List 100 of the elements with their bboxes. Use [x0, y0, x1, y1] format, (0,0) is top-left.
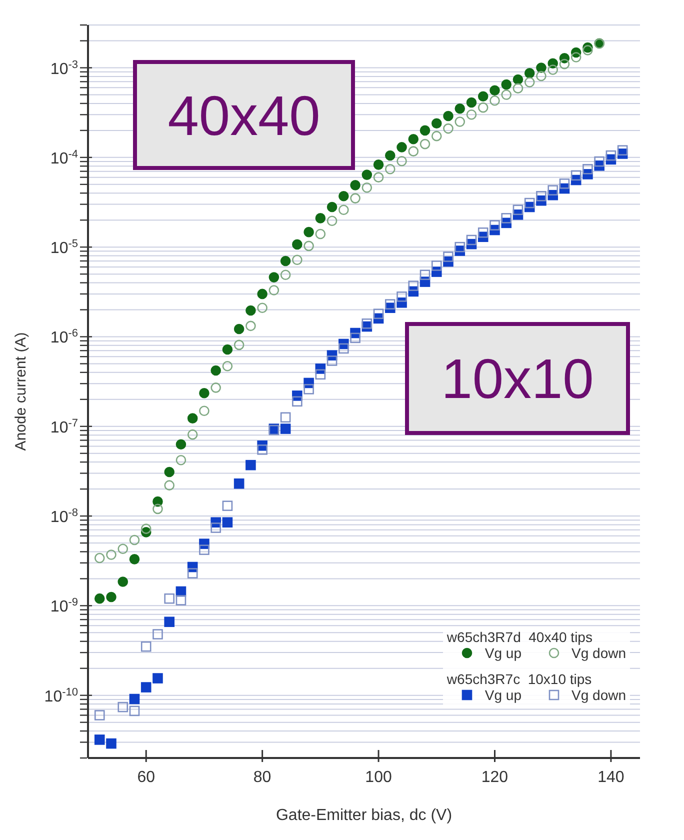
point	[187, 413, 198, 424]
point	[280, 256, 291, 266]
point	[280, 270, 291, 280]
point	[118, 576, 128, 587]
point	[338, 190, 349, 202]
point	[187, 568, 198, 578]
point	[466, 234, 477, 246]
point	[315, 369, 326, 380]
point	[454, 116, 466, 127]
annotation: 40x40	[168, 82, 320, 148]
point	[257, 302, 268, 313]
point	[512, 204, 524, 216]
point	[152, 673, 163, 684]
point	[140, 524, 152, 534]
point	[187, 429, 198, 440]
point	[559, 58, 570, 70]
x-tick-label: 60	[137, 769, 156, 786]
point	[338, 343, 349, 354]
point	[431, 118, 442, 128]
point	[210, 365, 221, 376]
point	[350, 332, 360, 344]
point	[512, 83, 524, 94]
point	[524, 68, 535, 78]
point	[478, 227, 488, 238]
point	[129, 554, 140, 564]
point	[292, 254, 302, 266]
annotation: w65ch3R7d 40x40 tips	[446, 629, 594, 645]
point	[373, 160, 384, 170]
point	[431, 130, 442, 142]
point	[326, 356, 338, 366]
point	[362, 170, 372, 180]
point	[268, 285, 280, 296]
point	[478, 102, 488, 113]
point	[396, 156, 407, 166]
point	[384, 164, 396, 174]
y-tick-label: 10$^{-3}$	[50, 58, 78, 78]
point	[268, 272, 280, 282]
point	[222, 360, 233, 372]
point	[490, 85, 500, 96]
point	[384, 299, 396, 310]
point	[396, 291, 407, 302]
point	[536, 190, 546, 202]
point	[164, 593, 174, 604]
y-axis-title: Anode current (A)	[12, 332, 30, 451]
point	[176, 455, 186, 466]
point	[246, 305, 256, 316]
point	[582, 164, 593, 174]
point	[246, 460, 256, 470]
point	[152, 504, 163, 514]
y-tick-label: 10$^{-8}$	[50, 507, 78, 526]
point	[176, 595, 186, 606]
point	[292, 239, 302, 250]
point	[234, 340, 244, 350]
annotation: w65ch3R7c 10x10 tips	[446, 671, 593, 687]
point	[617, 145, 628, 156]
point	[431, 260, 442, 271]
point	[326, 216, 338, 226]
point	[176, 439, 186, 450]
point	[326, 202, 338, 212]
y-tick-label: 10$^{-10}$	[44, 686, 78, 706]
point	[501, 90, 512, 100]
point	[140, 641, 152, 652]
legend-label: Vg up	[484, 645, 522, 661]
point	[164, 466, 174, 478]
y-tick-label: 10$^{-4}$	[50, 148, 78, 168]
point	[199, 406, 210, 416]
point	[106, 738, 116, 749]
point	[594, 156, 604, 167]
point	[408, 146, 419, 156]
point	[234, 324, 244, 334]
point	[222, 517, 233, 528]
y-tick-label: 10$^{-6}$	[50, 328, 78, 347]
point	[94, 734, 105, 745]
point	[164, 480, 174, 490]
legend-label: Vg down	[572, 687, 626, 703]
point	[548, 64, 558, 75]
point	[304, 384, 314, 394]
point	[420, 125, 430, 136]
point	[443, 110, 454, 122]
x-axis-title: Gate-Emitter bias, dc (V)	[276, 807, 452, 824]
point	[559, 178, 570, 189]
point	[94, 710, 105, 720]
x-tick-label: 80	[253, 769, 272, 786]
point	[420, 270, 430, 280]
point	[338, 204, 349, 216]
x-tick-label: 120	[481, 769, 508, 786]
point	[304, 240, 314, 252]
point	[362, 182, 372, 193]
point	[606, 150, 616, 161]
point	[280, 412, 291, 423]
point	[350, 193, 360, 204]
point	[118, 544, 128, 554]
point	[466, 110, 477, 120]
point	[152, 629, 163, 640]
point	[454, 242, 466, 252]
point	[210, 522, 221, 533]
point	[280, 424, 291, 434]
point	[257, 288, 268, 300]
point	[140, 682, 152, 692]
x-tick-label: 100	[365, 769, 392, 786]
